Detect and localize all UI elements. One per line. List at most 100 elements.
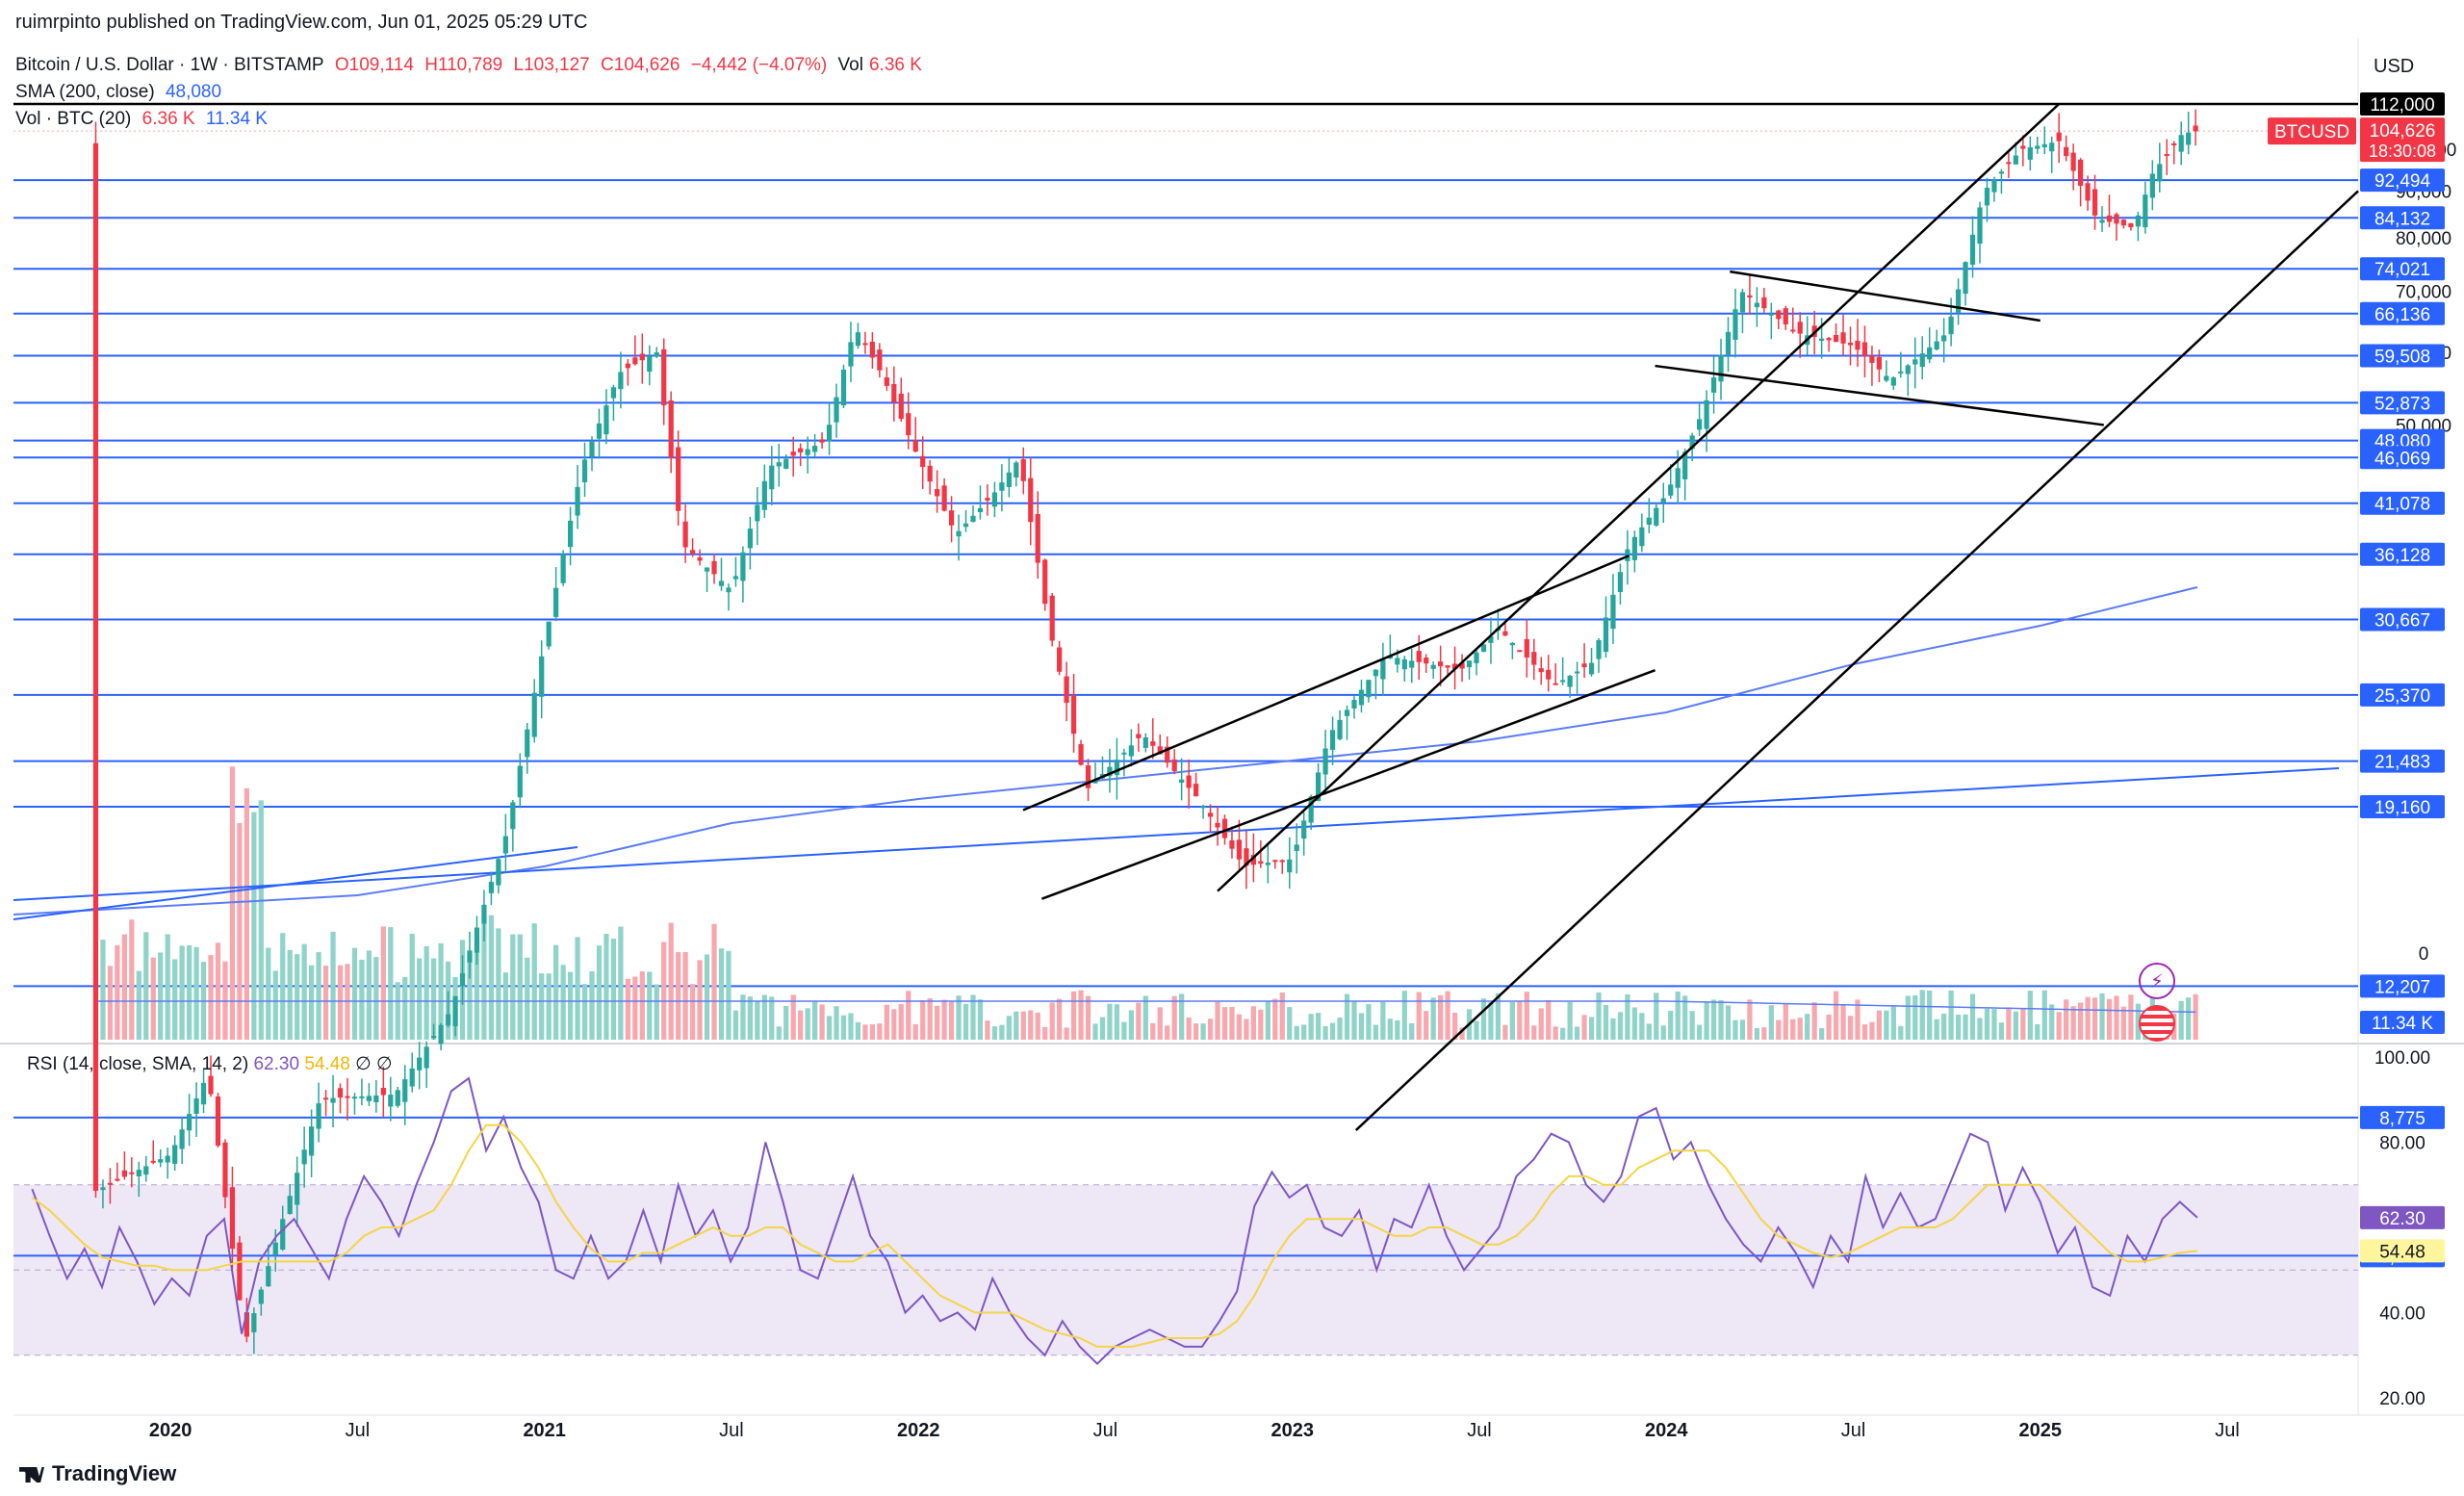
volume-bar <box>877 1023 883 1040</box>
candle-body <box>1287 859 1293 873</box>
candle-body <box>100 1187 106 1191</box>
rsi-band <box>13 1184 2358 1356</box>
level-badge <box>2360 92 2445 116</box>
candle-body <box>912 440 918 452</box>
symbol-row[interactable]: Bitcoin / U.S. Dollar · 1W · BITSTAMP O1… <box>15 52 928 79</box>
price-axis: 100,00090,00080,00070,00060,00050,000011… <box>2268 92 2456 1409</box>
candle-body <box>2099 219 2105 223</box>
volume-bar <box>1509 1001 1515 1040</box>
sma-value: 48,080 <box>165 82 222 102</box>
sma-label: SMA (200, close) <box>15 82 155 102</box>
candle-body <box>388 1095 394 1107</box>
candle-body <box>1560 680 1566 683</box>
candle-body <box>266 1266 271 1287</box>
currency-button[interactable]: USD <box>2374 56 2415 77</box>
volume-bar <box>502 972 508 1040</box>
volume-bar <box>718 948 725 1040</box>
volume-bar <box>2020 1009 2026 1040</box>
volume-bar <box>1790 1019 1796 1040</box>
candle-body <box>1215 822 1220 828</box>
candle-body <box>1654 507 1659 526</box>
candle-body <box>1171 759 1177 771</box>
level-badge-label: 21,483 <box>2374 753 2430 773</box>
volume-bar <box>1272 998 1278 1040</box>
volume-bar <box>884 1004 889 1040</box>
candle-body <box>2027 146 2033 160</box>
volume-bar <box>1294 1025 1299 1040</box>
level-badge <box>2360 542 2445 566</box>
volume-bar <box>2099 993 2105 1040</box>
x-tick-label: 2022 <box>897 1420 940 1441</box>
rsi-legend[interactable]: RSI (14, close, SMA, 14, 2) 62.30 54.48 … <box>27 1053 393 1075</box>
candle-body <box>1488 636 1494 643</box>
volume-bar <box>1732 1019 1738 1040</box>
volume-bar <box>510 934 516 1040</box>
volume-bar <box>2186 997 2192 1040</box>
candle-body <box>1718 354 1724 382</box>
candle-body <box>2157 164 2163 182</box>
candle-body <box>452 995 458 1027</box>
volume-bar <box>1768 1005 1774 1040</box>
candle-body <box>1790 329 1796 332</box>
volume-bar <box>165 934 170 1040</box>
volume-bar <box>1480 998 1487 1040</box>
candle-body <box>711 560 717 575</box>
volume-bar <box>2085 996 2091 1040</box>
candle-body <box>1890 377 1896 386</box>
volume-bar <box>1553 1026 1558 1040</box>
level-badge <box>2360 391 2445 415</box>
us-flag-icon[interactable] <box>2139 1005 2175 1042</box>
candle-body <box>1466 660 1473 668</box>
candle-body <box>1373 669 1379 677</box>
volume-bar <box>1070 991 1077 1040</box>
candle-body <box>1783 308 1788 324</box>
candle-body <box>1553 683 1558 685</box>
volume-bar <box>840 1015 847 1040</box>
volume-bar <box>1351 1000 1357 1040</box>
candle-body <box>1006 472 1012 487</box>
candle-body <box>1861 342 1868 357</box>
volume-bar <box>941 999 947 1040</box>
volbtc-row[interactable]: Vol · BTC (20) 6.36 K 11.34 K <box>15 106 928 133</box>
volume-bar <box>1207 1019 1214 1040</box>
candle-body <box>732 576 739 580</box>
volume-bar <box>668 922 674 1040</box>
sma-row[interactable]: SMA (200, close) 48,080 <box>15 79 928 106</box>
trendline <box>1354 190 2359 1131</box>
candle-body <box>115 1178 120 1181</box>
candle-body <box>438 1024 444 1045</box>
volume-bar <box>1373 1024 1379 1040</box>
rsi-label: RSI (14, close, SMA, 14, 2) <box>27 1054 249 1074</box>
volume-bar <box>525 957 530 1040</box>
volume-bar <box>2178 1000 2184 1040</box>
candle-body <box>1380 659 1386 680</box>
candle-body <box>316 1103 321 1129</box>
lightning-icon[interactable]: ⚡ <box>2139 963 2175 999</box>
candle-body <box>2006 162 2012 165</box>
volume-bar <box>402 976 408 1040</box>
candle-body <box>2085 183 2091 201</box>
volume-bar <box>1380 1001 1386 1040</box>
candle-body <box>215 1096 221 1147</box>
volume-bar <box>301 943 307 1040</box>
candle-body <box>301 1149 307 1165</box>
volume-bar <box>661 941 667 1040</box>
candle-body <box>395 1090 400 1106</box>
tradingview-logo[interactable]: TradingView <box>19 1461 176 1486</box>
candle-body <box>1409 660 1415 668</box>
volume-bar <box>1409 1022 1415 1040</box>
volume-bar <box>1805 1014 1810 1040</box>
volume-bar <box>1128 1010 1134 1040</box>
candle-body <box>1049 595 1055 641</box>
volume-bar <box>496 928 501 1040</box>
candle-body <box>481 904 487 924</box>
volume-bar <box>1840 1005 1846 1040</box>
volume-bar <box>977 999 984 1040</box>
candle-body <box>1157 746 1163 755</box>
candle-body <box>1085 765 1091 788</box>
level-badge <box>2360 974 2445 998</box>
candle-body <box>819 439 825 443</box>
volume-bar <box>1387 1019 1393 1040</box>
volume-bar <box>1876 1010 1883 1040</box>
